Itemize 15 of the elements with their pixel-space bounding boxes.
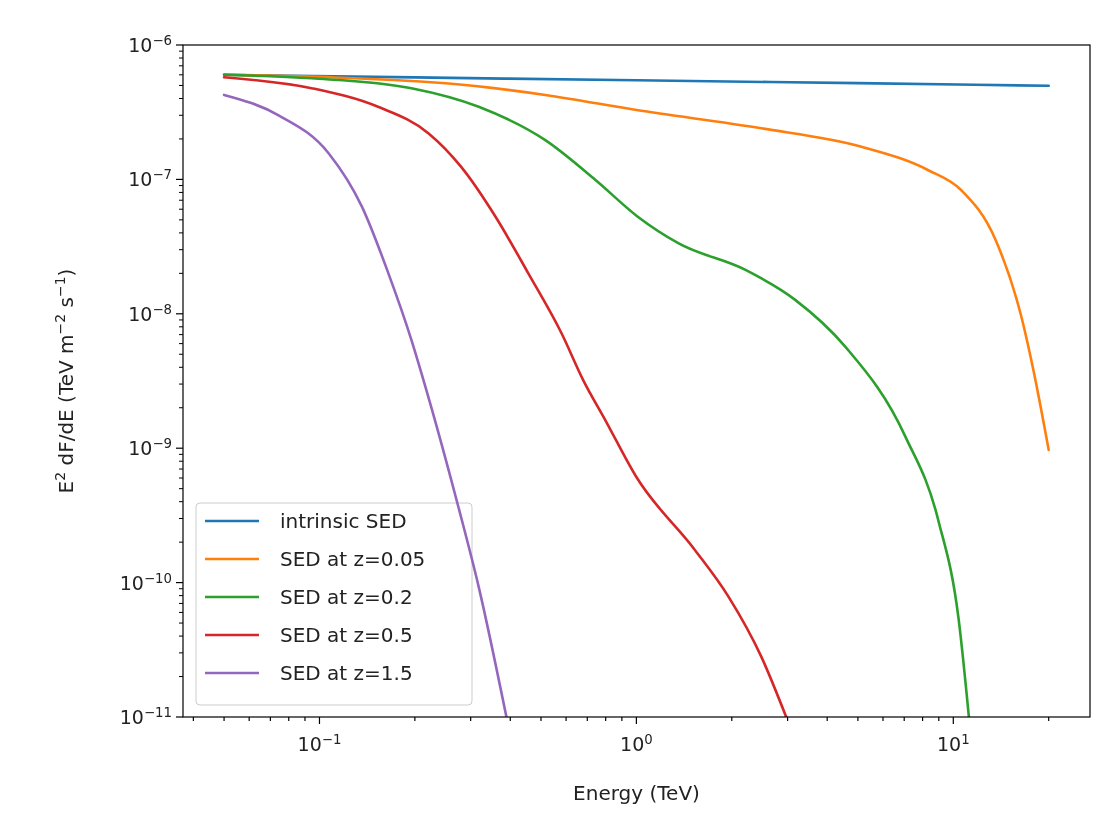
x-axis-title: Energy (TeV) — [573, 781, 700, 805]
legend-label: SED at z=0.2 — [280, 585, 413, 609]
x-tick-label: 10$^{0}$ — [620, 731, 653, 755]
legend-label: SED at z=0.05 — [280, 547, 426, 571]
y-tick-label: 10$^{−6}$ — [128, 32, 172, 56]
y-tick-label: 10$^{−9}$ — [128, 435, 172, 460]
y-tick-label: 10$^{−10}$ — [119, 570, 172, 594]
y-tick-label: 10$^{−11}$ — [119, 704, 172, 728]
x-tick-label: 10$^{1}$ — [936, 731, 970, 755]
y-tick-label: 10$^{−8}$ — [128, 301, 172, 325]
y-tick-label: 10$^{−7}$ — [128, 166, 172, 191]
legend-label: SED at z=0.5 — [280, 623, 413, 647]
x-tick-label: 10$^{−1}$ — [297, 731, 342, 755]
legend-label: intrinsic SED — [280, 509, 407, 533]
legend-label: SED at z=1.5 — [280, 661, 413, 685]
